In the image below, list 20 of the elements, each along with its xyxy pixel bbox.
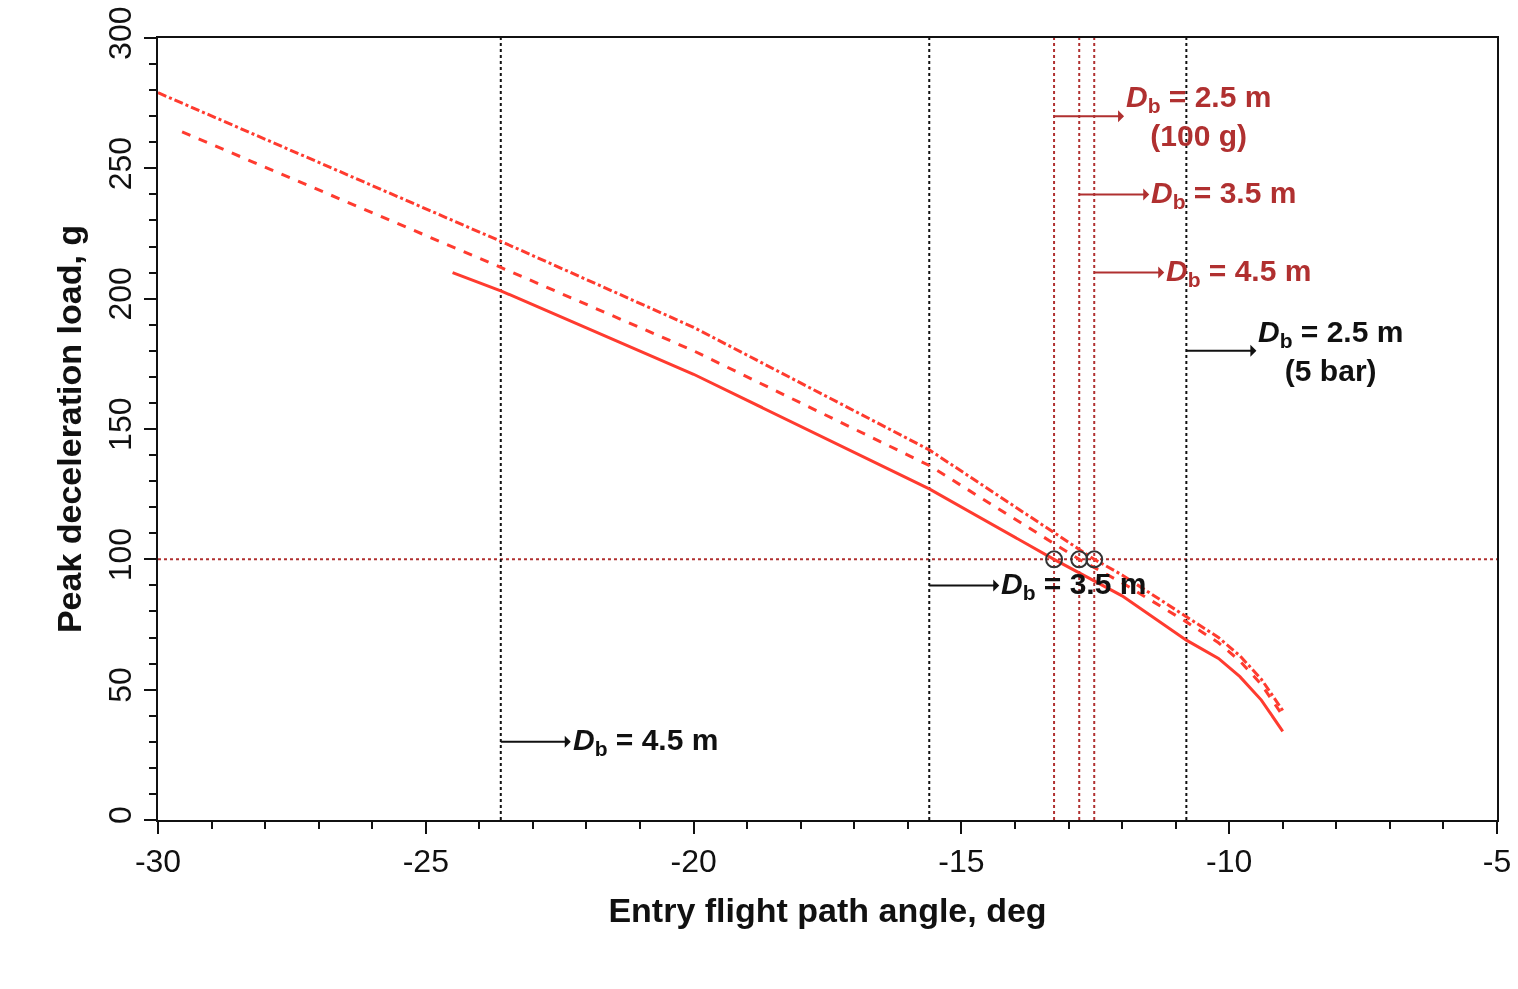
x-tick-label: -25 <box>402 843 449 880</box>
annotation: D$_{b}$ = 4.5 m <box>1166 254 1312 292</box>
annotation: D$_{b}$ = 2.5 m (100 g) <box>1126 80 1272 152</box>
annotation: D$_{b}$ = 3.5 m <box>1151 176 1297 214</box>
y-tick-label: 200 <box>102 267 139 321</box>
x-tick-label: -5 <box>1482 843 1512 880</box>
y-tick-label: 100 <box>102 527 139 582</box>
y-tick-label: 250 <box>102 136 139 191</box>
annotation: D$_{b}$ = 2.5 m (5 bar) <box>1258 315 1404 387</box>
x-tick-label: -10 <box>1206 843 1253 880</box>
x-tick-label: -15 <box>938 843 985 880</box>
y-axis-title: Peak deceleration load, g <box>50 224 89 634</box>
x-tick-label: -20 <box>670 843 717 880</box>
annotation: D$_{b}$ = 4.5 m <box>573 723 719 761</box>
y-tick-label: 300 <box>102 6 139 60</box>
y-tick-label: 50 <box>102 667 139 703</box>
y-tick-label: 0 <box>102 806 139 825</box>
x-axis-title: Entry flight path angle, deg <box>608 891 1047 930</box>
y-tick-label: 150 <box>102 397 139 451</box>
x-tick-label: -30 <box>134 843 182 880</box>
